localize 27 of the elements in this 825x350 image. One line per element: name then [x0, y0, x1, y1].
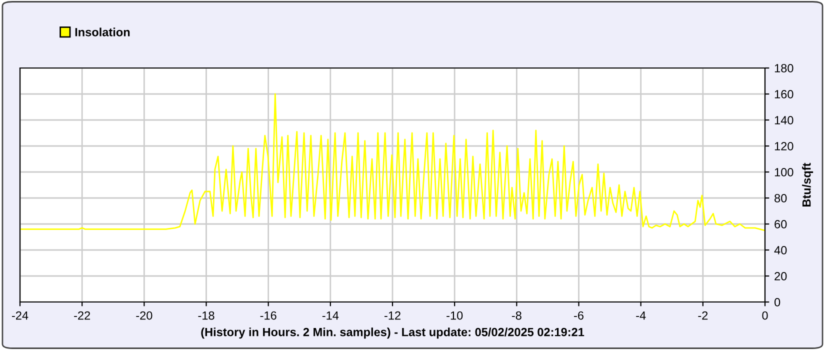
- x-tick-label: -22: [74, 311, 90, 320]
- y-tick-label: 40: [774, 246, 787, 254]
- x-tick-label: -14: [322, 311, 339, 320]
- y-tick-label: 120: [774, 142, 794, 150]
- y-tick-label: 0: [774, 298, 780, 306]
- x-tick-label: -10: [446, 311, 463, 320]
- y-tick-label: 60: [774, 220, 787, 228]
- x-tick-label: -12: [384, 311, 400, 320]
- y-tick-label: 160: [774, 90, 794, 98]
- y-tick-label: 180: [774, 64, 794, 72]
- x-tick-label: -2: [698, 311, 708, 320]
- x-tick-label: 0: [762, 311, 768, 320]
- y-tick-label: 140: [774, 116, 794, 124]
- y-tick-label: 20: [774, 272, 787, 280]
- x-tick-label: -8: [512, 311, 522, 320]
- x-axis-title: (History in Hours. 2 Min. samples) - Last update: 05/02/2025 02:19:21: [201, 328, 584, 339]
- x-tick-label: -18: [198, 311, 214, 320]
- x-tick-label: -4: [636, 311, 646, 320]
- x-tick-label: -20: [136, 311, 152, 320]
- x-tick-label: -6: [574, 311, 584, 320]
- x-tick-label: -24: [12, 311, 28, 320]
- legend-label: Insolation: [75, 28, 130, 36]
- y-tick-label: 80: [774, 194, 787, 202]
- line-series: [20, 93, 765, 232]
- y-axis-title: Btu/sqft: [802, 162, 814, 207]
- y-tick-label: 100: [774, 168, 794, 176]
- x-tick-label: -16: [260, 311, 276, 320]
